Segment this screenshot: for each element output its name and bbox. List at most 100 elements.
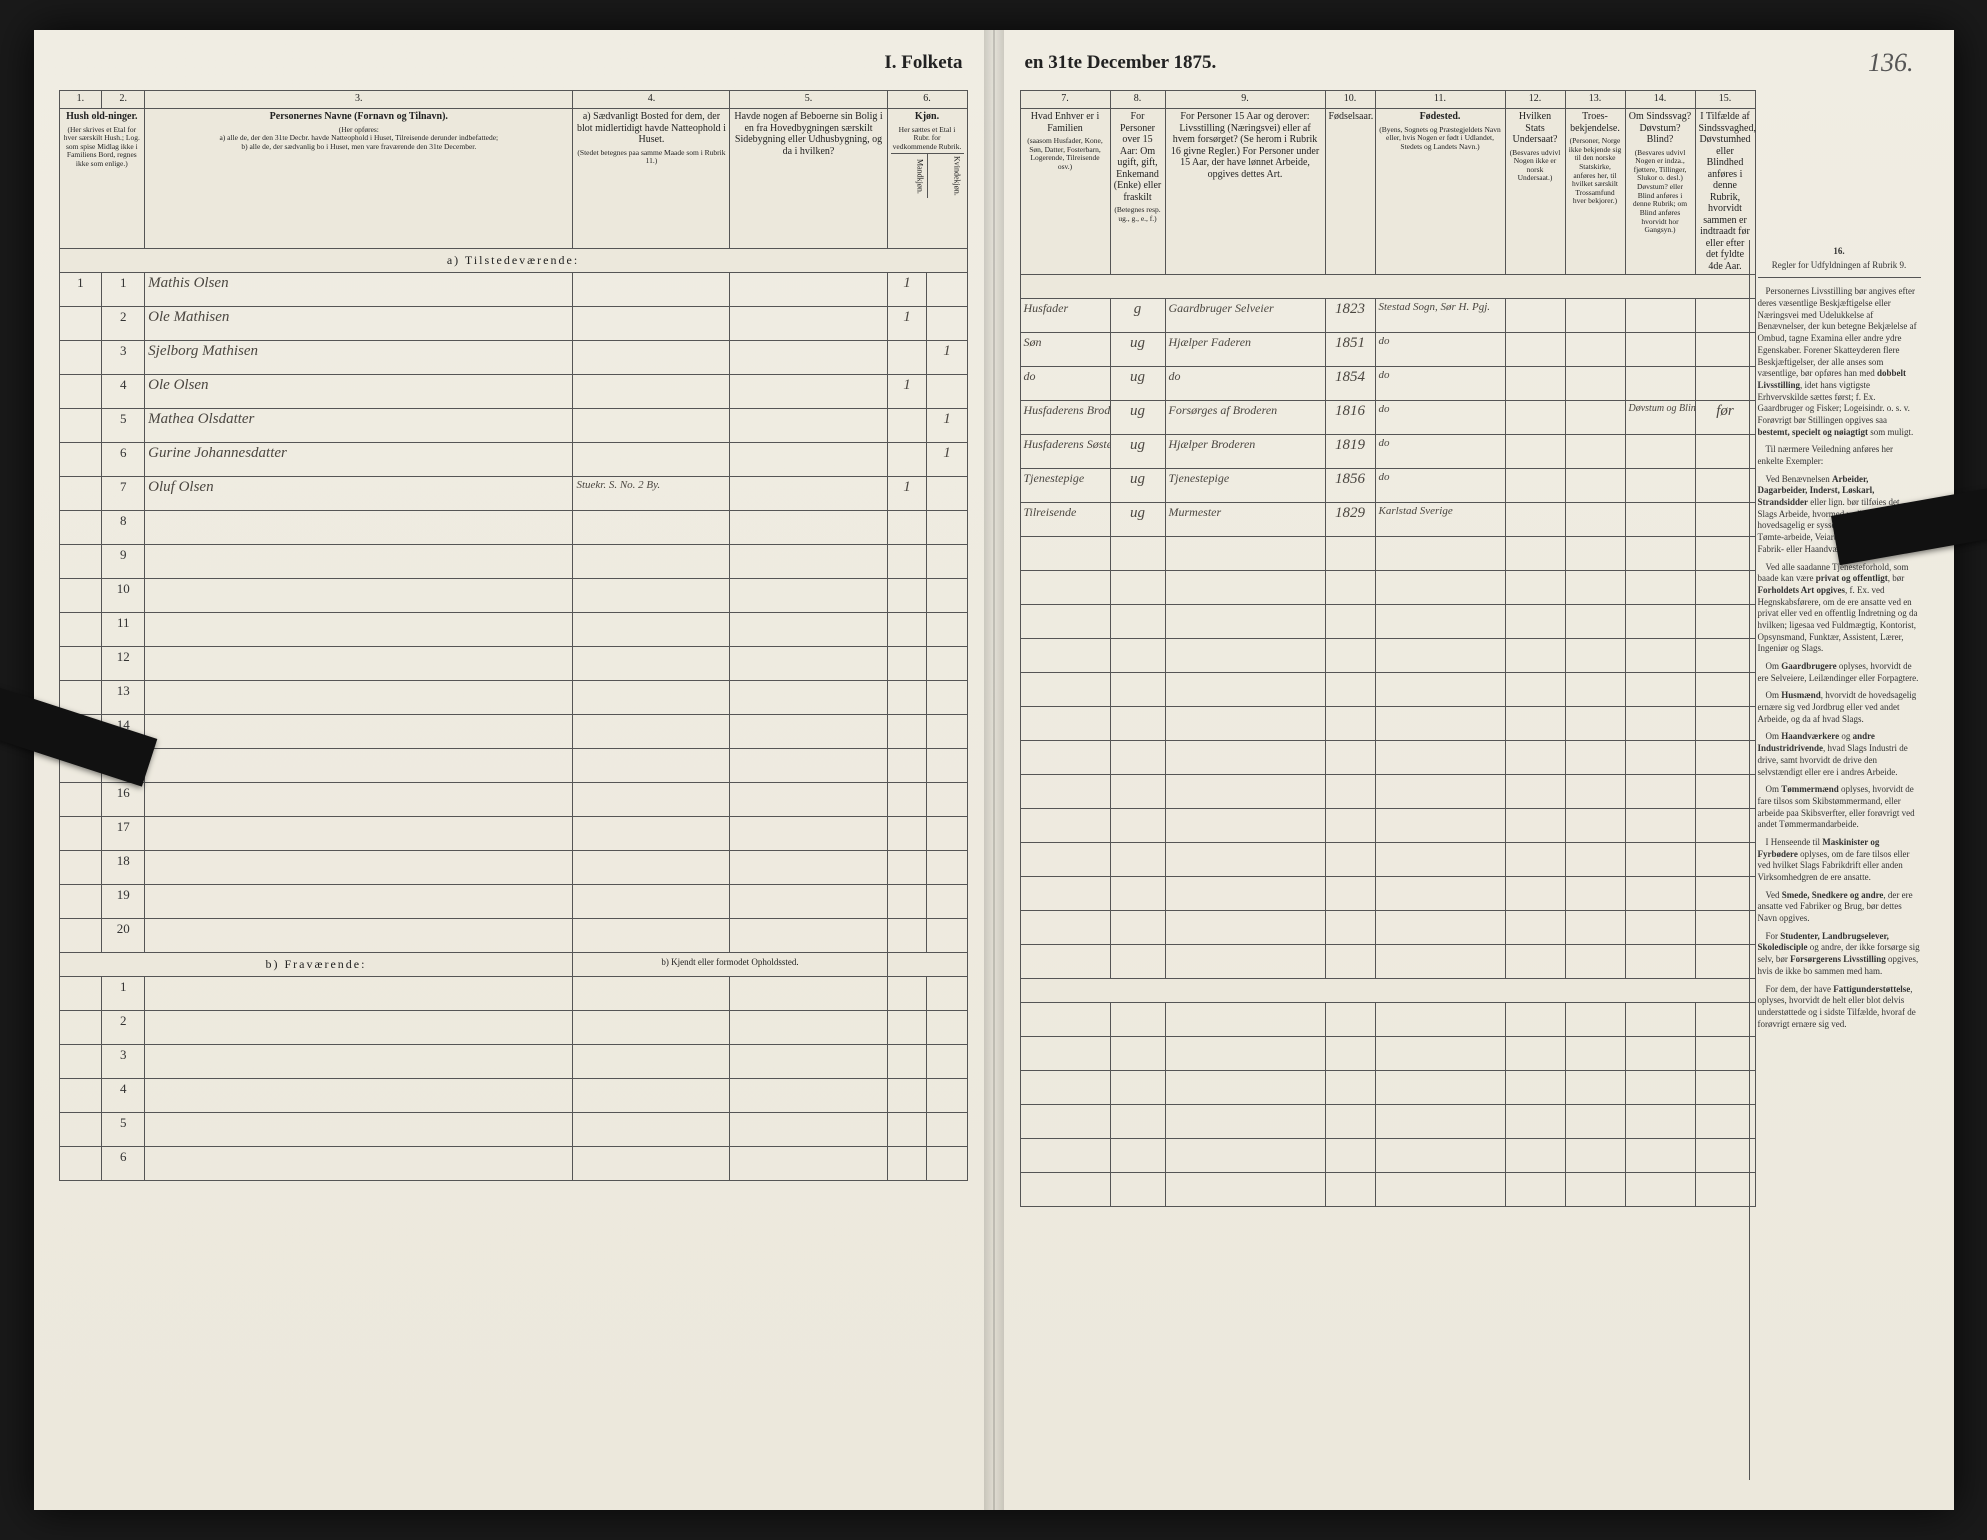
colnum: 5.: [730, 91, 887, 109]
col-building: Havde nogen af Beboerne sin Bolig i en f…: [730, 109, 887, 249]
section-absent: b) Fraværende:: [59, 953, 573, 977]
table-row: [1020, 1037, 1755, 1071]
rules-paragraph: For dem, der have Fattigunderstøttelse, …: [1758, 984, 1921, 1031]
rules-paragraph: Om Gaardbrugere oplyses, hvorvidt de ere…: [1758, 661, 1921, 684]
col-marital: For Personer over 15 Aar: Om ugift, gift…: [1110, 109, 1165, 275]
table-row: 14: [59, 715, 967, 749]
rules-paragraph: For Studenter, Landbrugselever, Skoledis…: [1758, 931, 1921, 978]
rules-heading: Regler for Udfyldningen af Rubrik 9.: [1758, 260, 1921, 272]
col-sublabel: (Betegnes resp. ug., g., e., f.): [1114, 206, 1162, 223]
rules-paragraph: Ved Smede, Snedkere og andre, der ere an…: [1758, 890, 1921, 925]
table-row: 3Sjelborg Mathisen1: [59, 341, 967, 375]
right-page: en 31te December 1875. 136. 7. 8. 9. 10.…: [995, 30, 1954, 1510]
col-faith: Troes-bekjendelse. (Personer, Norge ikke…: [1565, 109, 1625, 275]
table-row: 19: [59, 885, 967, 919]
rules-paragraph: Om Haandværkere og andre Industridrivend…: [1758, 731, 1921, 778]
table-row: 11: [59, 613, 967, 647]
col-disability: Om Sindssvag? Døvstum? Blind? (Besvares …: [1625, 109, 1695, 275]
table-row: 20: [59, 919, 967, 953]
table-row: 10: [59, 579, 967, 613]
section-absent-note: b) Kjendt eller formodet Opholdssted.: [573, 953, 887, 977]
table-row: [1020, 945, 1755, 979]
table-row: 13: [59, 681, 967, 715]
table-row: [1020, 1105, 1755, 1139]
colnum: 2.: [102, 91, 145, 109]
table-row: 17: [59, 817, 967, 851]
col-sublabel: (Her skrives et Etal for hver særskilt H…: [63, 126, 142, 169]
col-label: Personernes Navne (Fornavn og Tilnavn).: [270, 111, 448, 122]
col-label: a) Sædvanligt Bosted for dem, der blot m…: [577, 111, 726, 145]
table-row: dougdo1854do: [1020, 367, 1755, 401]
table-row: 6Gurine Johannesdatter1: [59, 443, 967, 477]
table-row: [1020, 877, 1755, 911]
rules-paragraph: Om Tømmermænd oplyses, hvorvidt de fare …: [1758, 784, 1921, 831]
col-label: Troes-bekjendelse.: [1570, 111, 1620, 134]
section-spacer: [1020, 979, 1755, 1003]
table-row: [1020, 707, 1755, 741]
table-row: [1020, 775, 1755, 809]
col-label: Om Sindssvag? Døvstum? Blind?: [1629, 111, 1692, 145]
table-row: Husfaderens BroderugForsørges af Brodere…: [1020, 401, 1755, 435]
table-row: TjenestepigeugTjenestepige1856do: [1020, 469, 1755, 503]
col-occupation: For Personer 15 Aar og derover: Livsstil…: [1165, 109, 1325, 275]
table-row: TilreisendeugMurmester1829Karlstad Sveri…: [1020, 503, 1755, 537]
table-row: 4Ole Olsen1: [59, 375, 967, 409]
col-label: Hvilken Stats Undersaat?: [1513, 111, 1558, 145]
colnum: 11.: [1375, 91, 1505, 109]
table-row: [1020, 1003, 1755, 1037]
col-sublabel: (Byens, Sognets og Præstegjeldets Navn e…: [1379, 126, 1502, 152]
table-row: 2Ole Mathisen1: [59, 307, 967, 341]
section-present: a) Tilstedeværende:: [59, 249, 967, 273]
table-row: 15: [59, 749, 967, 783]
colnum: 15.: [1695, 91, 1755, 109]
colnum: 14.: [1625, 91, 1695, 109]
table-row: 3: [59, 1045, 967, 1079]
colnum: 12.: [1505, 91, 1565, 109]
table-row: HusfadergGaardbruger Selveier1823Stestad…: [1020, 299, 1755, 333]
table-row: [1020, 741, 1755, 775]
table-row: 16: [59, 783, 967, 817]
col-label: Kjøn.: [915, 111, 939, 122]
colnum: 10.: [1325, 91, 1375, 109]
col-sex: Kjøn. Her sættes et Etal i Rubr. for ved…: [887, 109, 967, 249]
colnum: 7.: [1020, 91, 1110, 109]
col-sublabel: (Besvares udvivl Nogen ikke er norsk Und…: [1509, 149, 1562, 184]
rules-column: 16. Regler for Udfyldningen af Rubrik 9.…: [1749, 240, 1929, 1480]
table-row: 6: [59, 1147, 967, 1181]
col-disability-age: I Tilfælde af Sindssvaghed, Døvstumhed e…: [1695, 109, 1755, 275]
col-relation: Hvad Enhver er i Familien (saasom Husfad…: [1020, 109, 1110, 275]
table-row: 7Oluf OlsenStuekr. S. No. 2 By.1: [59, 477, 967, 511]
rules-paragraph: Personernes Livsstilling bør angives eft…: [1758, 286, 1921, 438]
col-label: Hush old-ninger.: [66, 111, 137, 122]
table-row: [1020, 673, 1755, 707]
col-birthyear: Fødselsaar.: [1325, 109, 1375, 275]
col-household: Hush old-ninger. (Her skrives et Etal fo…: [59, 109, 145, 249]
table-row: 2: [59, 1011, 967, 1045]
table-row: [1020, 605, 1755, 639]
table-row: 5Mathea Olsdatter1: [59, 409, 967, 443]
col-birthplace: Fødested. (Byens, Sognets og Præstegjeld…: [1375, 109, 1505, 275]
ledger-book: I. Folketa 1. 2. 3. 4. 5. 6. Hush old-ni…: [34, 30, 1954, 1510]
table-row: [1020, 1139, 1755, 1173]
left-page: I. Folketa 1. 2. 3. 4. 5. 6. Hush old-ni…: [34, 30, 995, 1510]
colnum: 1.: [59, 91, 102, 109]
col-sublabel: (Besvares udvivl Nogen er indza., fjøtte…: [1629, 149, 1692, 235]
colnum: 3.: [145, 91, 573, 109]
col-names: Personernes Navne (Fornavn og Tilnavn). …: [145, 109, 573, 249]
rules-paragraph: I Henseende til Maskinister og Fyrbødere…: [1758, 837, 1921, 884]
census-title-right: en 31te December 1875.: [1025, 52, 1217, 74]
col-male: Mandkjøn.: [891, 154, 927, 198]
left-table: 1. 2. 3. 4. 5. 6. Hush old-ninger. (Her …: [59, 90, 968, 1181]
colnum: 16.: [1758, 246, 1921, 258]
table-row: Husfaderens SøsterugHjælper Broderen1819…: [1020, 435, 1755, 469]
table-row: 8: [59, 511, 967, 545]
table-row: [1020, 1071, 1755, 1105]
col-nationality: Hvilken Stats Undersaat? (Besvares udviv…: [1505, 109, 1565, 275]
colnum: 13.: [1565, 91, 1625, 109]
colnum: 8.: [1110, 91, 1165, 109]
colnum: 9.: [1165, 91, 1325, 109]
table-row: [1020, 537, 1755, 571]
table-row: [1020, 843, 1755, 877]
table-row: 9: [59, 545, 967, 579]
rules-paragraph: Til nærmere Veiledning anføres her enkel…: [1758, 444, 1921, 467]
